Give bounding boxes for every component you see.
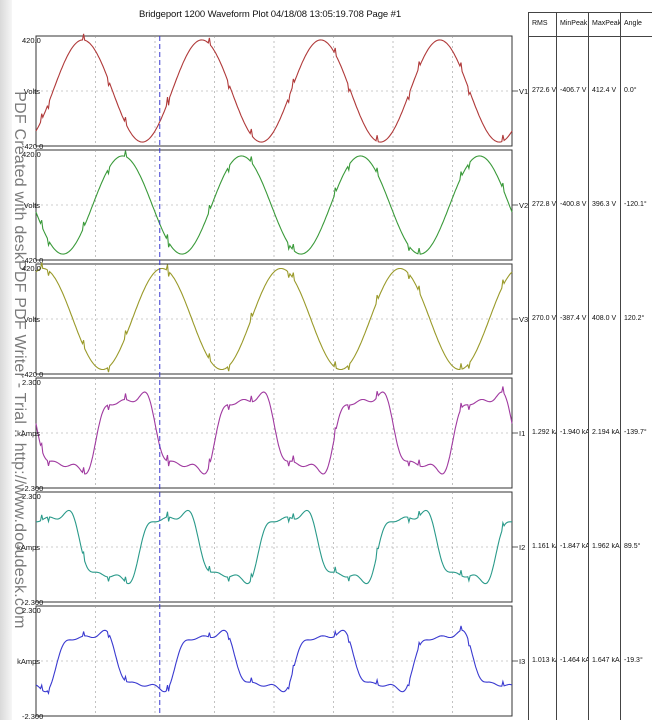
ytick-label-max: 2.300 [22, 378, 41, 387]
series-line-i2 [36, 509, 512, 585]
table-cell-max-peak-v1: 412.4 V [592, 87, 617, 94]
table-header-border [528, 36, 652, 37]
table-cell-max-peak-v2: 396.3 V [592, 201, 617, 208]
table-cell-max-peak-i1: 2.194 kA [592, 429, 620, 436]
table-cell-rms-i1: 1.292 kA [532, 429, 556, 436]
table-cell-rms-v3: 270.0 V [532, 315, 556, 322]
series-line-v2 [35, 150, 513, 255]
panel-v1: 420.0 -420.0 Volts V1 [22, 33, 528, 151]
axis-label-y: Volts [24, 315, 41, 324]
table-column-border [588, 12, 589, 720]
panel-i1: 2.300 -2.300 kAmps I1 [17, 377, 525, 493]
table-cell-angle-v2: -120.1° [624, 201, 647, 208]
series-label-v1: V1 [519, 87, 528, 96]
series-line-v3 [35, 262, 513, 373]
ytick-label-max: 2.300 [22, 492, 41, 501]
table-header-minpeak: MinPeak [560, 20, 588, 27]
series-label-v3: V3 [519, 315, 528, 324]
left-gutter [0, 0, 12, 720]
axis-label-y: Volts [24, 201, 41, 210]
axis-label-y: kAmps [17, 543, 40, 552]
table-cell-angle-i1: -139.7° [624, 429, 647, 436]
panel-v3: 420.0 -420.0 Volts V3 [22, 262, 528, 379]
table-column-border [528, 12, 529, 720]
table-header-rms: RMS [532, 20, 548, 27]
measurement-table: RMS MinPeak MaxPeak Angle 272.6 V -406.7 V 412… [528, 12, 652, 720]
table-column-border [620, 12, 621, 720]
series-label-i1: I1 [519, 429, 525, 438]
series-label-i3: I3 [519, 657, 525, 666]
ytick-label-min: -420.0 [22, 142, 43, 151]
series-line-i1 [35, 386, 513, 475]
ytick-label-min: -420.0 [22, 370, 43, 379]
table-cell-min-peak-i3: -1.464 kA [560, 657, 588, 664]
table-cell-max-peak-i3: 1.647 kA [592, 657, 620, 664]
table-cell-max-peak-i2: 1.962 kA [592, 543, 620, 550]
series-line-v1 [35, 33, 513, 143]
axis-label-y: kAmps [17, 429, 40, 438]
table-cell-rms-i3: 1.013 kA [532, 657, 556, 664]
series-label-v2: V2 [519, 201, 528, 210]
plot-title: Bridgeport 1200 Waveform Plot 04/18/08 1… [138, 9, 402, 20]
table-header-maxpeak: MaxPeak [592, 20, 620, 27]
table-cell-min-peak-i2: -1.847 kA [560, 543, 588, 550]
table-cell-min-peak-i1: -1.940 kA [560, 429, 588, 436]
table-cell-angle-v3: 120.2° [624, 315, 645, 322]
table-cell-angle-v1: 0.0° [624, 87, 637, 94]
table-cell-min-peak-v2: -400.8 V [560, 201, 587, 208]
ytick-label-min: -2.300 [22, 712, 43, 720]
ytick-label-min: -2.300 [22, 598, 43, 607]
table-cell-min-peak-v3: -387.4 V [560, 315, 587, 322]
panel-v2: 420.0 -420.0 Volts V2 [22, 149, 528, 265]
ytick-label-max: 420.0 [22, 36, 41, 45]
series-line-i3 [35, 625, 513, 695]
table-cell-angle-i2: 89.5° [624, 543, 641, 550]
series-label-i2: I2 [519, 543, 525, 552]
table-cell-min-peak-v1: -406.7 V [560, 87, 587, 94]
ytick-label-max: 420.0 [22, 150, 41, 159]
table-cell-angle-i3: -19.3° [624, 657, 643, 664]
panel-i3: 2.300 -2.300 kAmps I3 [17, 605, 525, 720]
table-column-border [556, 12, 557, 720]
axis-label-y: Volts [24, 87, 41, 96]
panel-i2: 2.300 -2.300 kAmps I2 [17, 491, 525, 607]
ytick-label-min: -2.300 [22, 484, 43, 493]
table-cell-max-peak-v3: 408.0 V [592, 315, 617, 322]
table-top-border [528, 12, 652, 13]
table-header-angle: Angle [624, 20, 642, 27]
table-cell-rms-v1: 272.6 V [532, 87, 556, 94]
ytick-label-min: -420.0 [22, 256, 43, 265]
table-cell-rms-v2: 272.8 V [532, 201, 556, 208]
ytick-label-max: 2.300 [22, 606, 41, 615]
table-cell-rms-i2: 1.161 kA [532, 543, 556, 550]
ytick-label-max: 420.0 [22, 264, 41, 273]
axis-label-y: kAmps [17, 657, 40, 666]
